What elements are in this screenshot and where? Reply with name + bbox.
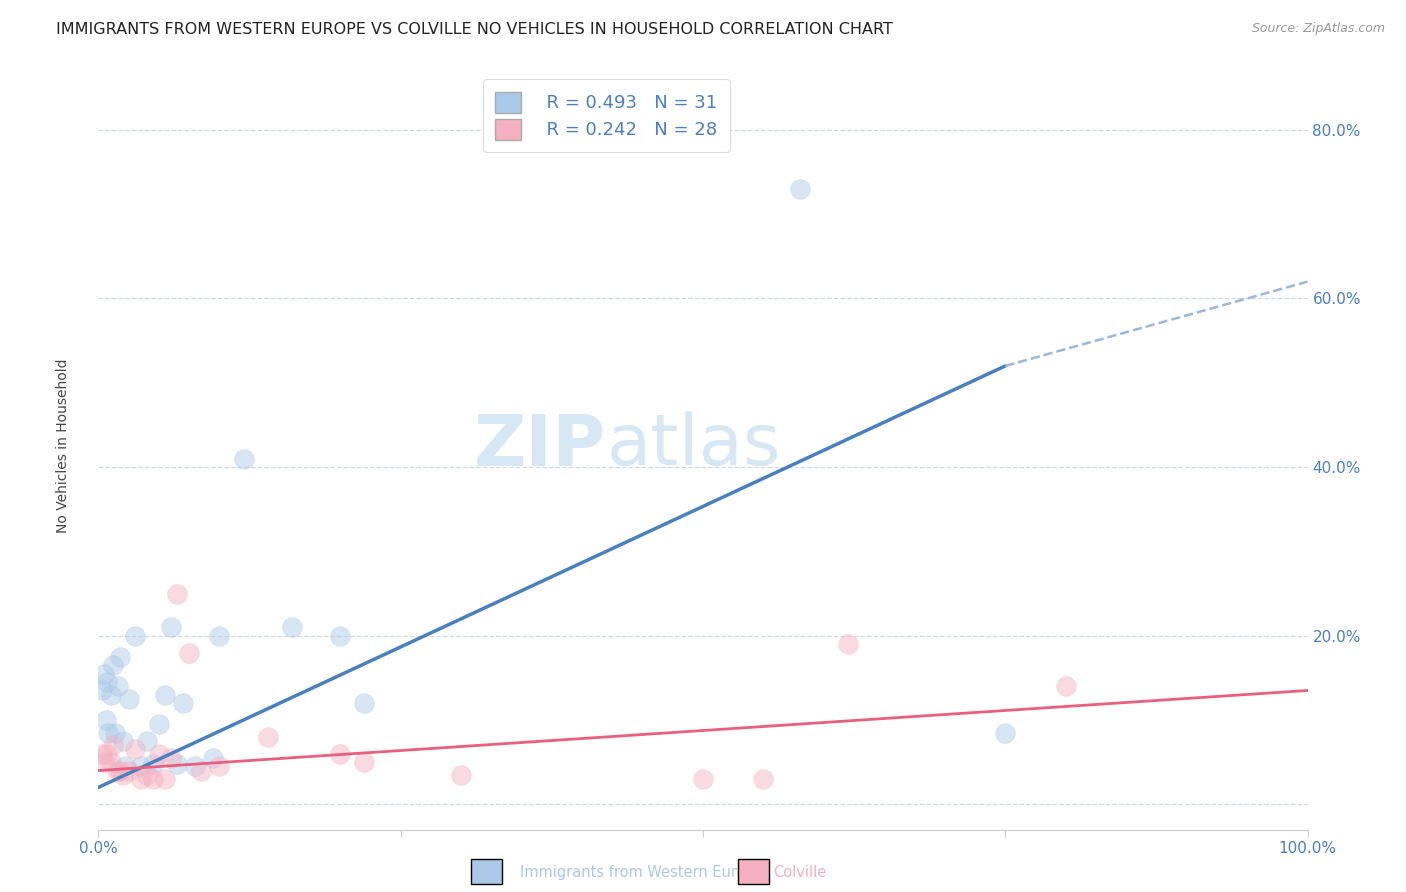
Point — [129, 772, 152, 786]
Point — [94, 713, 117, 727]
Point — [93, 666, 115, 681]
Point — [281, 620, 304, 634]
Text: atlas: atlas — [606, 411, 780, 481]
Point — [104, 725, 127, 739]
Point — [994, 725, 1017, 739]
Point — [353, 755, 375, 769]
Point — [97, 725, 120, 739]
Point — [108, 764, 131, 778]
Point — [111, 734, 134, 748]
Point — [166, 756, 188, 771]
Point — [692, 772, 714, 786]
Point — [91, 683, 114, 698]
Point — [353, 696, 375, 710]
Point — [329, 747, 352, 761]
Point — [184, 759, 207, 773]
Point — [101, 658, 124, 673]
Point — [135, 768, 157, 782]
Point — [111, 768, 134, 782]
Text: Immigrants from Western Europe: Immigrants from Western Europe — [520, 865, 763, 880]
Point — [789, 182, 811, 196]
Point — [450, 768, 472, 782]
Point — [91, 747, 114, 761]
Point — [100, 755, 122, 769]
Point — [107, 679, 129, 693]
Text: ZIP: ZIP — [474, 411, 606, 481]
Point — [1054, 679, 1077, 693]
Point — [153, 688, 176, 702]
Point — [124, 629, 146, 643]
Text: Source: ZipAtlas.com: Source: ZipAtlas.com — [1251, 22, 1385, 36]
Point — [142, 756, 165, 771]
Point — [837, 637, 859, 651]
Point — [96, 675, 118, 690]
Point — [160, 620, 183, 634]
Point — [118, 764, 141, 778]
Point — [153, 772, 176, 786]
Point — [160, 751, 183, 765]
Point — [166, 586, 188, 600]
Point — [232, 451, 254, 466]
Point — [208, 629, 231, 643]
Point — [148, 747, 170, 761]
Point — [190, 764, 212, 778]
Point — [202, 751, 225, 765]
Point — [105, 764, 128, 778]
Point — [96, 747, 118, 761]
Point — [148, 717, 170, 731]
Text: Colville: Colville — [773, 865, 827, 880]
Legend:   R = 0.493   N = 31,   R = 0.242   N = 28: R = 0.493 N = 31, R = 0.242 N = 28 — [482, 79, 730, 153]
Point — [118, 692, 141, 706]
Point — [93, 755, 115, 769]
Point — [142, 772, 165, 786]
Point — [752, 772, 775, 786]
Point — [124, 742, 146, 756]
Point — [101, 738, 124, 752]
Point — [135, 734, 157, 748]
Point — [129, 759, 152, 773]
Point — [208, 759, 231, 773]
Text: IMMIGRANTS FROM WESTERN EUROPE VS COLVILLE NO VEHICLES IN HOUSEHOLD CORRELATION : IMMIGRANTS FROM WESTERN EUROPE VS COLVIL… — [56, 22, 893, 37]
Point — [114, 759, 136, 773]
Point — [172, 696, 194, 710]
Point — [100, 688, 122, 702]
Text: No Vehicles in Household: No Vehicles in Household — [56, 359, 70, 533]
Point — [179, 646, 201, 660]
Point — [108, 649, 131, 664]
Point — [256, 730, 278, 744]
Point — [329, 629, 352, 643]
